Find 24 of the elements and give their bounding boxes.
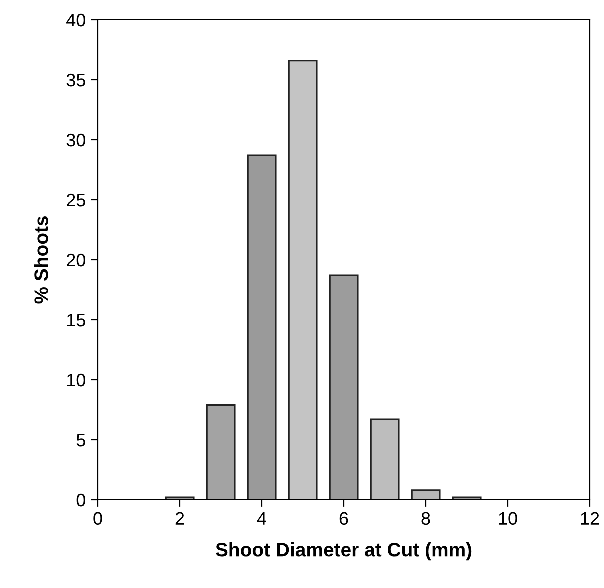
- y-tick-label: 0: [76, 494, 86, 507]
- y-tick-label: 25: [67, 194, 86, 207]
- x-tick-label: 6: [340, 512, 348, 526]
- x-tick-label: 2: [176, 512, 184, 525]
- y-tick-label: 20: [67, 254, 86, 267]
- y-tick-label: 35: [66, 74, 86, 87]
- x-tick-label: 8: [422, 512, 430, 526]
- x-tick-label: 10: [499, 512, 518, 526]
- bar: [411, 490, 441, 500]
- bar: [329, 274, 359, 500]
- x-tick-label: 12: [581, 512, 600, 525]
- y-tick-label: 10: [67, 374, 86, 387]
- x-tick-label: 0: [94, 512, 102, 526]
- x-axis-title: Shoot Diameter at Cut (mm): [216, 542, 472, 561]
- y-tick-label: 40: [66, 14, 86, 27]
- bar: [206, 404, 236, 500]
- y-tick-label: 30: [66, 134, 86, 147]
- y-tick-label: 15: [67, 314, 86, 327]
- bar: [288, 60, 318, 500]
- bar: [370, 418, 400, 500]
- bar: [247, 154, 277, 500]
- x-tick-label: 4: [257, 512, 266, 525]
- y-tick-label: 5: [76, 434, 86, 447]
- y-axis-title: % Shoots: [34, 216, 48, 304]
